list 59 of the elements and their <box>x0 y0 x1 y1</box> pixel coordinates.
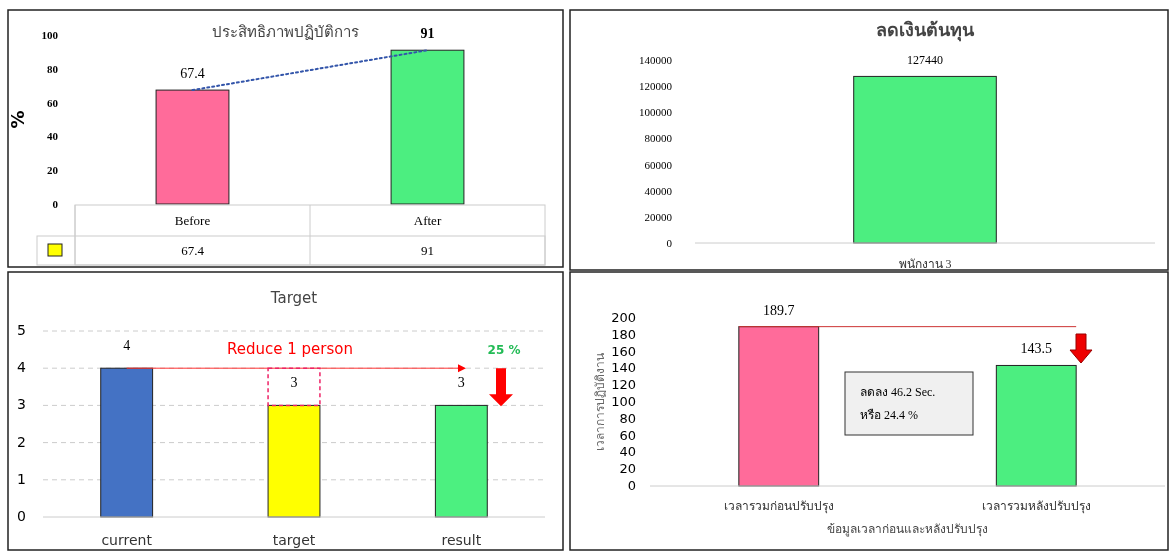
data-label: 4 <box>123 338 131 354</box>
y-tick-label: 200 <box>611 310 636 325</box>
y-tick-label: 0 <box>627 478 636 493</box>
y-tick-label: 0 <box>17 508 26 524</box>
x-tick-label: After <box>413 213 442 228</box>
data-label: 189.7 <box>763 302 795 318</box>
y-tick-label: 4 <box>17 359 27 376</box>
x-tick-label: current <box>101 532 153 548</box>
y-tick-label: 20000 <box>644 210 673 223</box>
y-tick-label: 0 <box>666 237 673 249</box>
data-label: 67.4 <box>180 66 205 82</box>
y-tick-label: 140000 <box>639 54 673 66</box>
x-tick-label: result <box>441 532 482 548</box>
data-label: 143.5 <box>1020 341 1052 357</box>
y-tick-label: 2 <box>17 433 26 450</box>
x-tick-label: Before <box>174 213 211 228</box>
y-tick-label: 1 <box>17 470 26 487</box>
y-tick-label: 100 <box>611 394 636 409</box>
y-tick-label: 0 <box>52 198 59 210</box>
x-tick-label: พนักงาน 3 <box>898 257 952 271</box>
annotation: 25 % <box>487 343 521 357</box>
y-tick-label: 160 <box>611 343 636 359</box>
chart-title: ลดเงินต้นทุน <box>876 20 975 42</box>
data-label: 3 <box>457 375 465 391</box>
x-tick-label: target <box>272 532 316 548</box>
annotation: Reduce 1 person <box>227 340 353 358</box>
y-tick-label: 60000 <box>644 158 673 171</box>
annotation: ลดลง 46.2 Sec. <box>860 385 936 399</box>
y-tick-label: 120000 <box>639 80 673 93</box>
y-tick-label: 80 <box>619 410 636 426</box>
y-tick-label: 80 <box>47 62 59 75</box>
data-label: 67.4 <box>181 243 205 258</box>
x-axis-title: ข้อมูลเวลาก่อนและหลังปรับปรุง <box>827 522 988 537</box>
annotation: หรือ 24.4 % <box>860 408 918 422</box>
data-label: 3 <box>290 375 298 391</box>
y-tick-label: 60 <box>47 96 59 109</box>
chart-title: ประสิทธิภาพปฏิบัติการ <box>211 24 359 40</box>
data-label: 127440 <box>907 53 943 68</box>
y-tick-label: 20 <box>619 461 636 477</box>
y-tick-label: 5 <box>17 322 26 338</box>
y-axis-title: % <box>7 110 28 129</box>
data-label: 91 <box>421 243 434 258</box>
y-tick-label: 60 <box>619 427 636 443</box>
y-tick-label: 100000 <box>639 106 673 119</box>
y-tick-label: 100 <box>41 29 59 41</box>
chart-title: Target <box>269 289 318 307</box>
y-tick-label: 3 <box>17 396 26 413</box>
y-axis-title: เวลาการปฏิบัติงาน <box>593 353 607 451</box>
y-tick-label: 40000 <box>644 184 673 197</box>
y-tick-label: 40 <box>619 444 636 460</box>
y-tick-label: 120 <box>611 377 636 393</box>
x-tick-label: เวลารวมหลังปรับปรุง <box>981 499 1091 514</box>
data-label: 91 <box>420 26 435 42</box>
y-tick-label: 20 <box>47 164 59 177</box>
y-tick-label: 40 <box>47 130 59 143</box>
y-tick-label: 180 <box>611 326 636 342</box>
y-tick-label: 140 <box>611 360 636 376</box>
x-tick-label: เวลารวมก่อนปรับปรุง <box>723 499 834 514</box>
y-tick-label: 80000 <box>644 132 673 145</box>
